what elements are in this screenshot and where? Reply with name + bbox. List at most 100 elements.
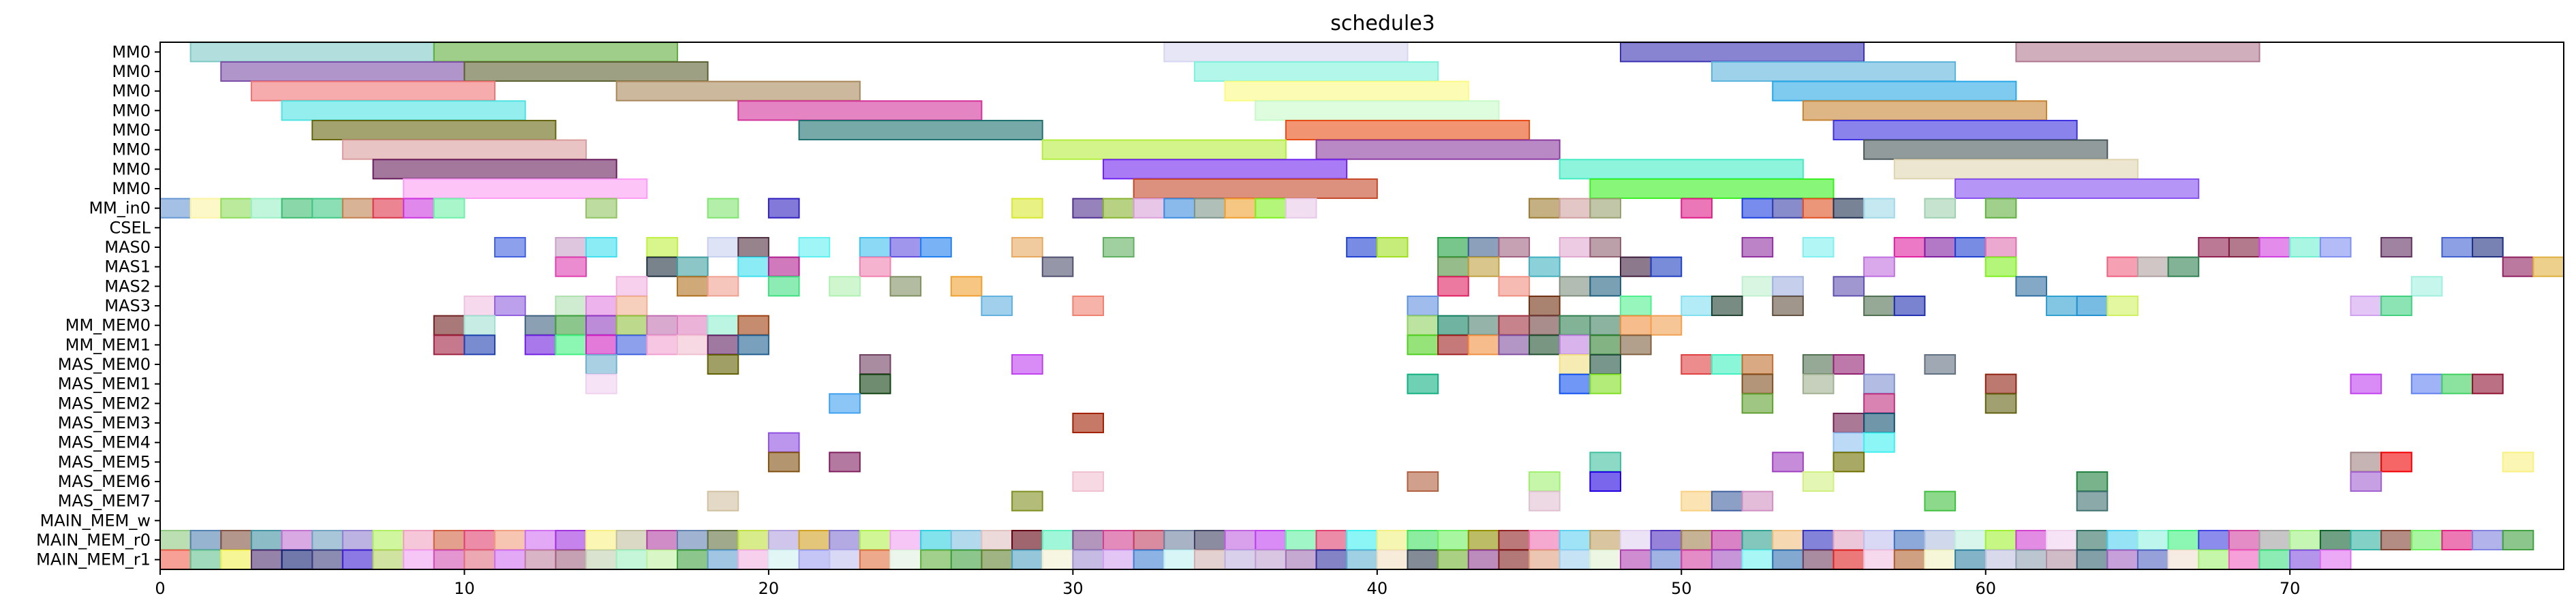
row-label: MM0 (112, 179, 151, 198)
task-bar (1833, 529, 1865, 551)
task-bar (2076, 471, 2109, 492)
task-bar (615, 315, 648, 336)
task-bar (1984, 529, 2017, 551)
task-bar (1224, 549, 1257, 570)
row-label: MAIN_MEM_r1 (36, 550, 151, 569)
task-bar (1133, 178, 1378, 200)
task-bar (1559, 198, 1591, 219)
task-bar (1285, 198, 1317, 219)
task-bar (1255, 198, 1287, 219)
task-bar (1559, 334, 1591, 356)
task-bar (1802, 549, 1835, 570)
task-bar (1954, 236, 1987, 258)
task-bar (1255, 549, 1287, 570)
task-bar (1681, 549, 1713, 570)
task-bar (433, 315, 465, 336)
task-bar (1741, 353, 1774, 375)
task-bar (1163, 198, 1195, 219)
task-bar (1589, 373, 1621, 394)
task-bar (555, 334, 587, 356)
row-label: MM_in0 (89, 199, 151, 218)
task-bar (1255, 100, 1500, 121)
task-bar (1650, 549, 1683, 570)
task-bar (1589, 178, 1835, 200)
task-bar (1407, 295, 1439, 317)
task-bar (1893, 159, 2138, 180)
task-bar (555, 256, 587, 277)
task-bar (250, 80, 496, 101)
task-bar (1103, 159, 1348, 180)
task-bar (676, 549, 709, 570)
task-bar (707, 236, 739, 258)
task-bar (920, 529, 952, 551)
task-bar (1133, 549, 1165, 570)
task-bar (403, 529, 435, 551)
task-bar (1041, 549, 1074, 570)
task-bar (1376, 236, 1409, 258)
task-bar (189, 42, 435, 63)
task-bar (1833, 412, 1865, 434)
task-bar (1011, 353, 1043, 375)
task-bar (2015, 549, 2048, 570)
task-bar (1529, 549, 1561, 570)
task-bar (341, 529, 374, 551)
row-label: MAS3 (104, 296, 151, 315)
row-label: MAIN_MEM_w (40, 511, 151, 530)
task-bar (524, 315, 557, 336)
task-bar (281, 529, 313, 551)
task-bar (859, 256, 891, 277)
task-bar (2532, 256, 2565, 277)
task-bar (1529, 334, 1561, 356)
task-bar (433, 334, 465, 356)
task-bar (1681, 490, 1713, 512)
task-bar (372, 198, 405, 219)
task-bar (585, 315, 617, 336)
task-bar (707, 276, 739, 297)
task-bar (1741, 276, 1774, 297)
task-bar (494, 236, 526, 258)
task-bar (189, 549, 222, 570)
chart-title: schedule3 (1330, 12, 1435, 35)
task-bar (676, 256, 709, 277)
task-bar (372, 549, 405, 570)
task-bar (1802, 353, 1835, 375)
task-bar (1011, 490, 1043, 512)
task-bar (2198, 529, 2230, 551)
task-bar (1650, 256, 1683, 277)
task-bar (1467, 529, 1500, 551)
task-bar (1954, 549, 1987, 570)
task-bar (676, 315, 709, 336)
task-bar (615, 529, 648, 551)
task-bar (1467, 334, 1500, 356)
task-bar (1072, 529, 1105, 551)
task-bar (189, 198, 222, 219)
task-bar (1072, 198, 1105, 219)
task-bar (2228, 549, 2260, 570)
task-bar (1559, 276, 1591, 297)
task-bar (341, 139, 587, 160)
task-bar (798, 119, 1043, 141)
task-bar (1346, 549, 1378, 570)
task-bar (403, 198, 435, 219)
task-bar (1315, 529, 1348, 551)
task-bar (1863, 373, 1895, 394)
task-bar (1193, 198, 1226, 219)
task-bar (1802, 529, 1835, 551)
task-bar (646, 236, 678, 258)
task-bar (1984, 393, 2017, 414)
task-bar (1984, 198, 2017, 219)
task-bar (707, 549, 739, 570)
task-bar (1833, 119, 2078, 141)
task-bar (1589, 549, 1621, 570)
task-bar (707, 353, 739, 375)
task-bar (767, 276, 800, 297)
task-bar (1529, 198, 1561, 219)
task-bar (1863, 412, 1895, 434)
task-bar (1285, 119, 1531, 141)
task-bar (1619, 529, 1652, 551)
task-bar (1498, 315, 1531, 336)
task-bar (798, 236, 831, 258)
task-bar (1589, 529, 1621, 551)
task-bar (1711, 549, 1743, 570)
